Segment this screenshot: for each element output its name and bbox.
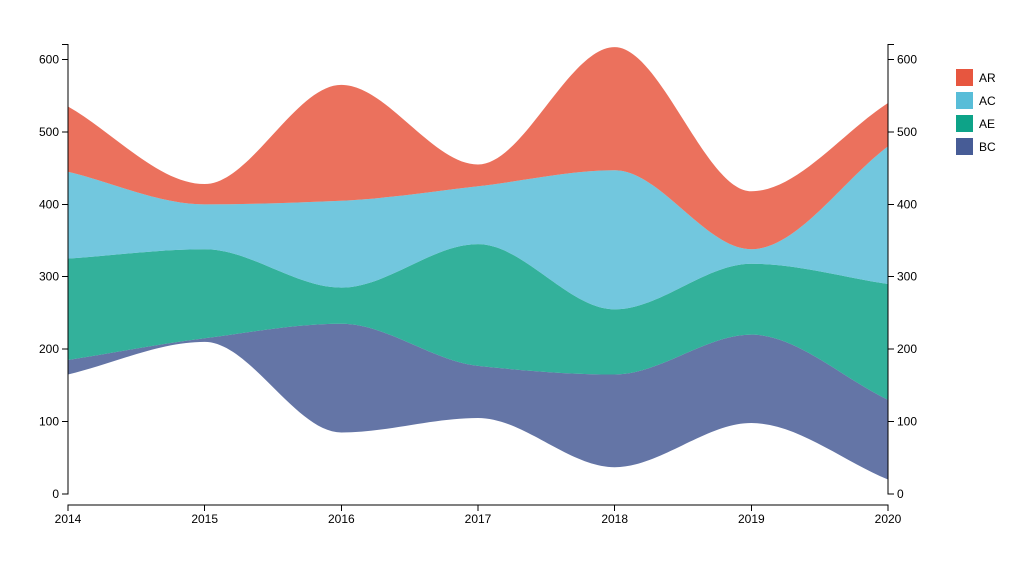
area-bc bbox=[68, 323, 888, 480]
legend-label: BC bbox=[979, 140, 996, 154]
y-tick-label: 600 bbox=[897, 52, 917, 66]
legend-label: AC bbox=[979, 94, 996, 108]
legend-label: AE bbox=[979, 117, 995, 131]
area-ae bbox=[68, 244, 888, 400]
y-tick-label: 300 bbox=[39, 270, 59, 284]
legend-item-ar: AR bbox=[956, 69, 996, 86]
y-tick-label: 200 bbox=[897, 342, 917, 356]
y-tick-label: 100 bbox=[39, 415, 59, 429]
series-areas bbox=[68, 47, 888, 480]
x-tick-label: 2017 bbox=[465, 512, 492, 526]
y-tick-label: 400 bbox=[39, 197, 59, 211]
y-tick-label: 200 bbox=[39, 342, 59, 356]
legend-item-bc: BC bbox=[956, 138, 996, 155]
y-axis-right: 0 100 200 300 400 500 600 bbox=[887, 44, 917, 501]
y-tick-label: 300 bbox=[897, 270, 917, 284]
legend-item-ac: AC bbox=[956, 92, 996, 109]
x-tick-label: 2015 bbox=[191, 512, 218, 526]
x-tick-label: 2014 bbox=[55, 512, 82, 526]
legend: AR AC AE BC bbox=[956, 69, 996, 155]
x-tick-label: 2016 bbox=[328, 512, 355, 526]
legend-swatch bbox=[956, 69, 973, 86]
area-ar bbox=[68, 47, 888, 250]
legend-swatch bbox=[956, 138, 973, 155]
legend-label: AR bbox=[979, 71, 996, 85]
axis-domain bbox=[887, 44, 894, 495]
y-tick-label: 0 bbox=[52, 487, 59, 501]
area-ac bbox=[68, 146, 888, 310]
y-tick-label: 400 bbox=[897, 197, 917, 211]
legend-swatch bbox=[956, 115, 973, 132]
legend-item-ae: AE bbox=[956, 115, 995, 132]
y-tick-label: 600 bbox=[39, 52, 59, 66]
x-axis: 2014 2015 2016 2017 2018 2019 2020 bbox=[55, 504, 902, 526]
y-tick-label: 500 bbox=[39, 125, 59, 139]
x-tick-label: 2018 bbox=[601, 512, 628, 526]
y-tick-label: 100 bbox=[897, 415, 917, 429]
axis-domain bbox=[62, 44, 69, 495]
y-tick-label: 0 bbox=[897, 487, 904, 501]
x-tick-label: 2019 bbox=[738, 512, 765, 526]
y-tick-label: 500 bbox=[897, 125, 917, 139]
legend-swatch bbox=[956, 92, 973, 109]
x-tick-label: 2020 bbox=[875, 512, 902, 526]
y-axis-left: 0 100 200 300 400 500 600 bbox=[39, 44, 69, 501]
